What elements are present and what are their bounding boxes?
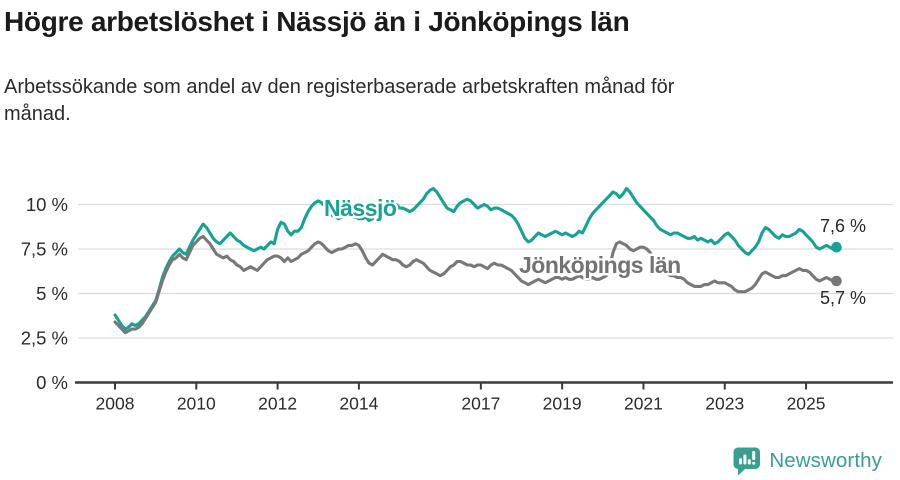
newsworthy-speech-bubble-bar-chart-icon [733, 447, 761, 475]
newsworthy-logo[interactable]: Newsworthy [733, 446, 882, 476]
y-tick-label: 10 % [26, 194, 68, 215]
series-end-dot-1 [831, 276, 842, 287]
x-tick-label: 2023 [705, 394, 744, 414]
y-tick-label: 2,5 % [21, 328, 68, 349]
x-tick-label: 2019 [543, 394, 582, 414]
x-tick-label: 2014 [339, 394, 378, 414]
chart-subtitle: Arbetssökande som andel av den registerb… [4, 76, 675, 125]
series-label-0: Nässjö [324, 195, 397, 221]
x-tick-label: 2012 [258, 394, 297, 414]
x-tick-label: 2008 [96, 394, 135, 414]
page-title: Högre arbetslöshet i Nässjö än i Jönköpi… [4, 6, 630, 37]
series-line-1 [113, 235, 839, 335]
series-end-value-label-0: 7,6 % [820, 217, 866, 237]
y-tick-label: 5 % [36, 283, 68, 304]
y-tick-label: 7,5 % [21, 239, 68, 260]
y-tick-label: 0 % [36, 372, 68, 393]
series-label-1: Jönköpings län [519, 252, 681, 278]
x-tick-label: 2017 [461, 394, 500, 414]
x-tick-label: 2025 [787, 394, 826, 414]
series-end-value-label-1: 5,7 % [820, 288, 866, 308]
series-line-0 [113, 187, 839, 332]
series-end-dot-0 [831, 242, 842, 253]
newsworthy-brand-name: Newsworthy [769, 449, 882, 472]
x-tick-label: 2021 [624, 394, 663, 414]
x-tick-label: 2010 [177, 394, 216, 414]
unemployment-line-chart: 0 % 2,5 % 5 % 7,5 % 10 % 2008 2010 2012 2014 2017… [21, 187, 893, 414]
